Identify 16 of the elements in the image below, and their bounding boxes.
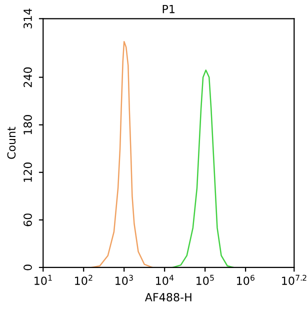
y-tick-label: 180 (24, 114, 32, 134)
x-tick-label: 10$^{4}$ (156, 274, 174, 286)
x-tick-label: 10$^{1}$ (34, 274, 52, 286)
chart-title: P1 (162, 5, 174, 14)
y-tick-label: 240 (24, 67, 32, 88)
y-axis-title: Count (7, 126, 16, 159)
x-tick-label: 10$^{7.2}$ (282, 274, 306, 286)
x-tick-label: 10$^{5}$ (196, 274, 214, 286)
x-tick-label: 10$^{3}$ (116, 274, 133, 286)
x-axis-title: AF488-H (144, 292, 192, 302)
x-tick-label: 10$^{6}$ (237, 274, 254, 286)
y-tick-label: 60 (24, 214, 32, 226)
x-tick-label: 10$^{2}$ (75, 274, 92, 286)
y-tick-label: 0 (24, 264, 32, 270)
y-tick-label: 314 (24, 8, 32, 28)
y-tick-label: 120 (24, 162, 32, 182)
